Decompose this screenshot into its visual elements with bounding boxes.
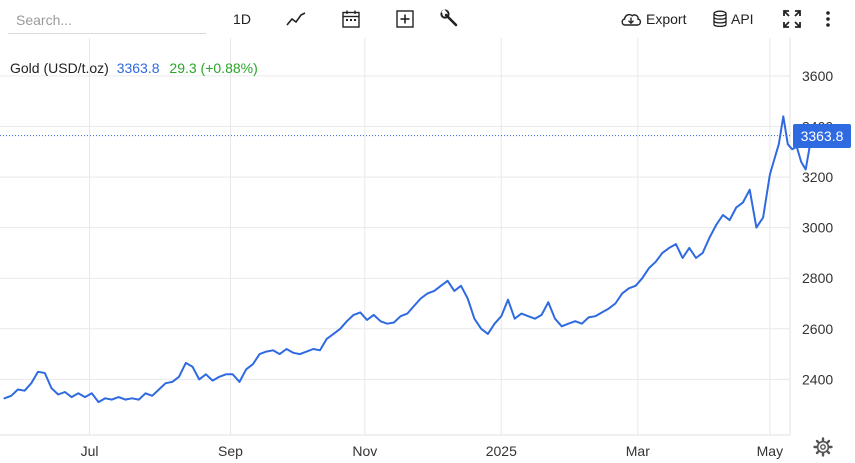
period-button[interactable]: 1D [233,11,251,27]
series-line-gold [3,115,816,404]
x-tick-label: 2025 [486,443,517,459]
calendar-icon [342,10,360,28]
x-tick-label: May [757,443,783,459]
x-tick-label: Nov [352,443,377,459]
settings-tools-button[interactable] [437,6,463,32]
export-button[interactable]: Export [620,6,692,32]
fullscreen-button[interactable] [780,6,804,32]
y-tick-label: 3200 [802,169,833,185]
y-tick-label: 2800 [802,270,833,286]
date-range-button[interactable] [338,6,364,32]
legend-last-value: 3363.8 [116,60,160,76]
line-chart-icon [286,12,306,26]
database-icon [713,10,727,28]
gear-icon [813,437,833,457]
wrench-icon [440,9,458,27]
export-label: Export [646,11,687,27]
y-tick-label: 2600 [802,321,833,337]
chart-type-button[interactable] [283,6,309,32]
chart-settings-button[interactable] [812,436,834,458]
search-input[interactable] [8,8,222,32]
add-indicator-button[interactable] [392,6,418,32]
cloud-download-icon [621,13,642,26]
api-label: API [731,11,754,27]
api-button[interactable]: API [712,6,760,32]
legend-series-name: Gold (USD/t.oz) [10,60,109,76]
chart-toolbar: 1D [0,0,855,38]
price-chart: 2400260028003000320034003600 JulSepNov20… [0,38,833,459]
y-tick-label: 3000 [802,220,833,236]
y-tick-label: 2400 [802,371,833,387]
x-tick-label: Sep [218,443,243,459]
legend-change: 29.3 (+0.88%) [169,60,258,76]
last-price-tag: 3363.8 [793,123,851,148]
x-tick-label: Mar [626,443,650,459]
more-options-button[interactable] [818,6,838,32]
fullscreen-icon [783,10,801,28]
search-box [8,8,222,34]
add-indicator-icon [396,10,414,28]
x-tick-label: Jul [81,443,99,459]
more-vert-icon [826,11,830,27]
chart-legend: Gold (USD/t.oz) 3363.8 29.3 (+0.88%) [10,60,258,76]
y-tick-label: 3600 [802,68,833,84]
